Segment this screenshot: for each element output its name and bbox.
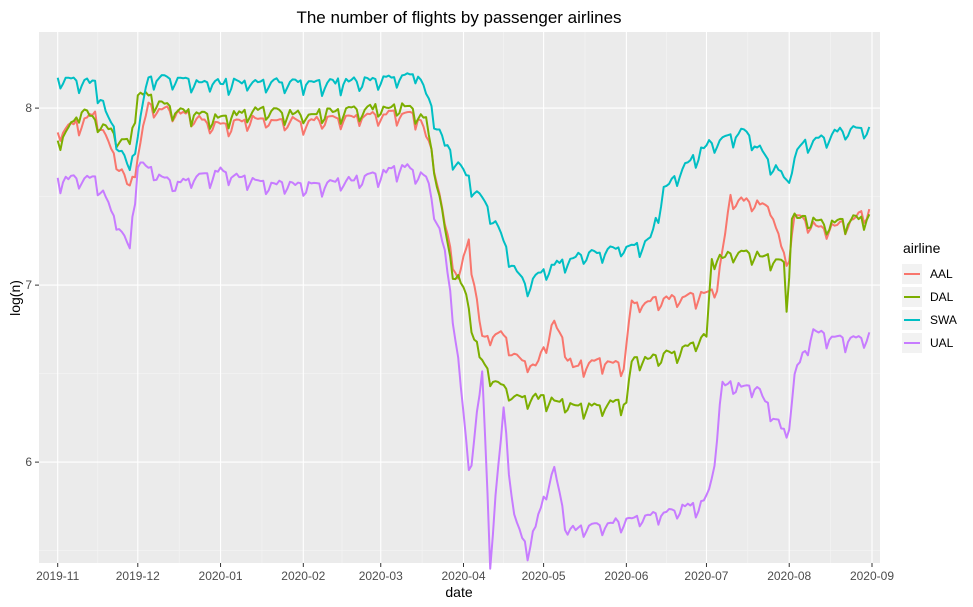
x-tick-label: 2019-11: [36, 569, 79, 583]
x-tick-label: 2020-05: [522, 569, 566, 583]
legend-label: UAL: [930, 336, 954, 350]
legend-title: airline: [903, 240, 941, 256]
series-line-dal: [56, 91, 871, 420]
x-tick-label: 2020-09: [850, 569, 894, 583]
x-tick-label: 2020-06: [604, 569, 648, 583]
legend-label: AAL: [930, 267, 953, 281]
y-tick-label: 8: [25, 101, 32, 115]
series-line-swa: [56, 72, 871, 298]
series-lines: [56, 72, 871, 570]
legend: airline AAL DAL SWA UAL: [902, 240, 957, 353]
y-tick-label: 6: [25, 455, 32, 469]
legend-label: SWA: [930, 313, 957, 327]
series-line-aal: [56, 101, 871, 378]
chart-title: The number of flights by passenger airli…: [296, 8, 621, 27]
grid-major: [39, 32, 880, 563]
plot-panel: [39, 32, 880, 563]
x-axis-title: date: [445, 584, 472, 600]
x-axis: 2019-11 2019-12 2020-01 2020-02 2020-03 2020-…: [36, 563, 894, 583]
legend-label: DAL: [930, 290, 954, 304]
series-line-ual: [56, 161, 871, 570]
grid-minor: [39, 32, 880, 563]
y-axis: 6 7 8: [25, 101, 39, 469]
x-tick-label: 2020-03: [359, 569, 403, 583]
y-tick-label: 7: [25, 278, 32, 292]
x-tick-label: 2020-08: [767, 569, 811, 583]
x-tick-label: 2020-04: [441, 569, 485, 583]
y-axis-title: log(n): [7, 280, 23, 316]
x-tick-label: 2019-12: [116, 569, 160, 583]
x-tick-label: 2020-01: [199, 569, 243, 583]
x-tick-label: 2020-07: [684, 569, 728, 583]
x-tick-label: 2020-02: [281, 569, 325, 583]
